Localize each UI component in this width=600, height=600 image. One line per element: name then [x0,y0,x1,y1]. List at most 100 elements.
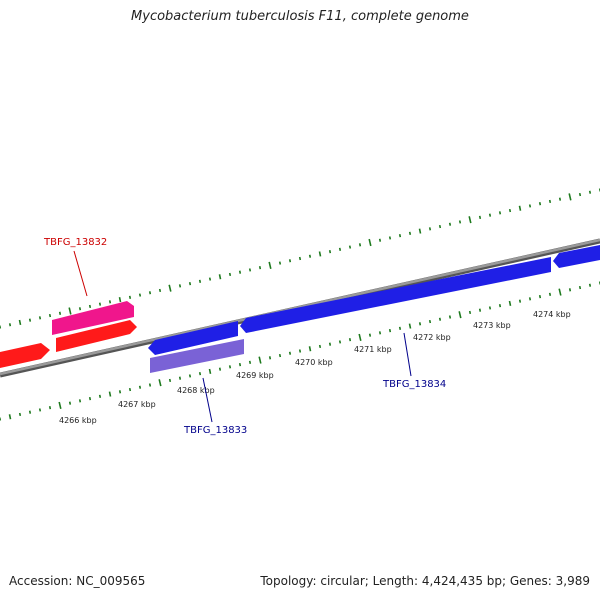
ruler-tick [128,387,132,392]
tick-label: 4274 kbp [533,310,571,319]
tick-label: 4268 kbp [177,386,215,395]
forward-gene-arrow-tbfg-13832[interactable] [52,301,134,335]
tick-label: 4271 kbp [354,345,392,354]
inner-tick-ring [0,281,600,421]
ruler-tick [378,238,382,242]
ruler-tick [108,300,112,304]
ruler-tick [78,399,82,403]
ruler-tick [368,333,372,337]
ruler-tick [408,231,412,235]
ruler-tick [268,261,272,269]
ruler-tick [548,292,552,296]
ruler-tick [408,323,412,329]
ruler-tick [398,234,402,238]
ruler-tick [158,379,162,387]
ruler-tick [378,331,382,335]
forward-cds-arrow-left[interactable] [0,343,50,368]
ruler-tick [388,236,392,240]
ruler-tick [558,288,562,296]
ruler-tick [238,362,242,367]
label-leader-line [403,332,412,377]
ruler-tick [48,313,52,318]
ruler-tick [248,268,252,272]
ruler-tick [228,272,232,277]
ruler-tick [478,215,482,220]
ruler-tick [138,293,142,297]
ruler-tick [168,284,172,292]
tick-label: 4266 kbp [59,416,97,425]
ruler-tick [428,319,432,324]
ruler-tick [198,372,202,376]
ruler-tick [458,311,462,319]
ruler-tick [158,288,162,293]
tick-label: 4270 kbp [295,358,333,367]
ruler-tick [418,228,422,234]
label-leader-line [73,250,88,297]
ruler-tick [538,294,542,299]
reverse-gene-arrow-tbfg-13833[interactable] [150,339,244,373]
ruler-tick [188,374,192,378]
ruler-tick [458,220,462,224]
ruler-tick [78,307,82,311]
ruler-tick [278,261,282,265]
outer-tick-ring [0,188,600,329]
ruler-tick [418,322,422,326]
ruler-tick [568,288,572,292]
ruler-tick [258,266,262,270]
ruler-tick [488,213,492,217]
ruler-tick [498,304,502,308]
ruler-tick [138,385,142,389]
ruler-tick [328,342,332,346]
gene-label-tbfg-13832[interactable]: TBFG_13832 [43,237,107,248]
ruler-tick [58,401,62,409]
ruler-tick [128,295,132,299]
ruler-tick [488,306,492,310]
ruler-labels: 4266 kbp 4267 kbp 4268 kbp 4269 kbp 4270… [59,310,571,425]
ruler-tick [208,368,212,374]
ruler-tick [508,208,512,213]
ruler-tick [358,333,362,341]
ruler-tick [568,193,572,201]
ruler-tick [88,304,92,309]
ruler-tick [318,344,322,349]
ruler-tick [558,197,562,201]
ruler-tick [448,222,452,226]
ruler-tick [278,353,282,358]
ruler-tick [498,211,502,215]
ruler-tick [318,251,322,257]
reverse-cds-arrow-tbfg-13833[interactable] [148,321,238,355]
genome-summary-text: Topology: circular; Length: 4,424,435 bp… [260,574,590,588]
ruler-tick [588,190,592,194]
ruler-tick [8,323,12,327]
ruler-tick [308,254,312,258]
ruler-tick [348,338,352,342]
ruler-tick [118,297,122,303]
ruler-tick [28,318,32,322]
ruler-tick [578,192,582,197]
ruler-tick [288,351,292,355]
ruler-tick [588,283,592,287]
ruler-tick [218,274,222,280]
ruler-tick [58,311,62,315]
accession-text: Accession: NC_009565 [9,574,146,588]
ruler-tick [508,300,512,306]
label-leader-line [202,377,213,423]
ruler-tick [388,328,392,333]
ruler-tick [448,315,452,319]
reverse-cds-arrow-right[interactable] [553,245,600,268]
ruler-tick [148,291,152,295]
gene-label-tbfg-13834[interactable]: TBFG_13834 [382,379,446,390]
ruler-tick [428,227,432,231]
reverse-cds-arrow-tbfg-13834[interactable] [240,257,551,333]
ruler-tick [98,302,102,306]
gene-label-tbfg-13833[interactable]: TBFG_13833 [183,425,247,436]
ruler-tick [528,204,532,208]
ruler-tick [38,316,42,320]
tick-label: 4269 kbp [236,371,274,380]
ruler-tick [258,356,262,364]
ruler-tick [148,383,152,387]
ruler-tick [248,360,252,364]
ruler-tick [518,205,522,211]
ruler-tick [8,414,12,420]
forward-cds-arrow-tbfg-13832[interactable] [56,320,137,352]
